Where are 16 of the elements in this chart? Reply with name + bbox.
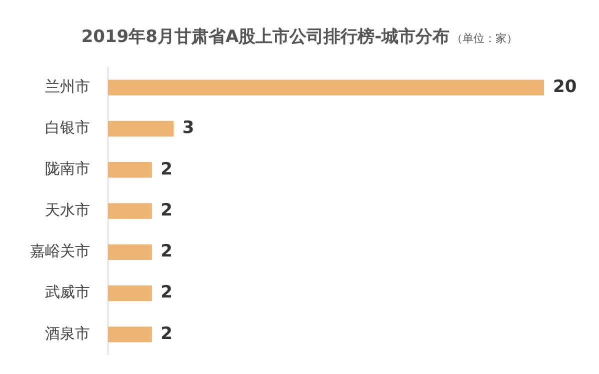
y-tick-label: 酒泉市 [45,324,90,342]
data-label: 2 [160,159,172,180]
data-label: 3 [182,118,194,138]
y-tick-label: 武威市 [45,283,90,302]
y-tick-label: 天水市 [45,200,90,219]
data-label: 20 [553,76,577,97]
data-label: 2 [160,242,172,262]
data-label: 2 [160,200,172,220]
chart-subtitle: （单位：家） [452,31,518,46]
chart-title: 2019年8月甘肃省A股上市公司排行榜-城市分布 [81,26,450,48]
y-tick-label: 陇南市 [45,160,90,178]
y-tick-label: 兰州市 [45,77,90,96]
data-label: 2 [160,282,172,303]
y-tick-label: 嘉峪关市 [30,242,90,260]
y-tick-label: 白银市 [45,118,90,137]
data-label: 2 [160,324,172,344]
